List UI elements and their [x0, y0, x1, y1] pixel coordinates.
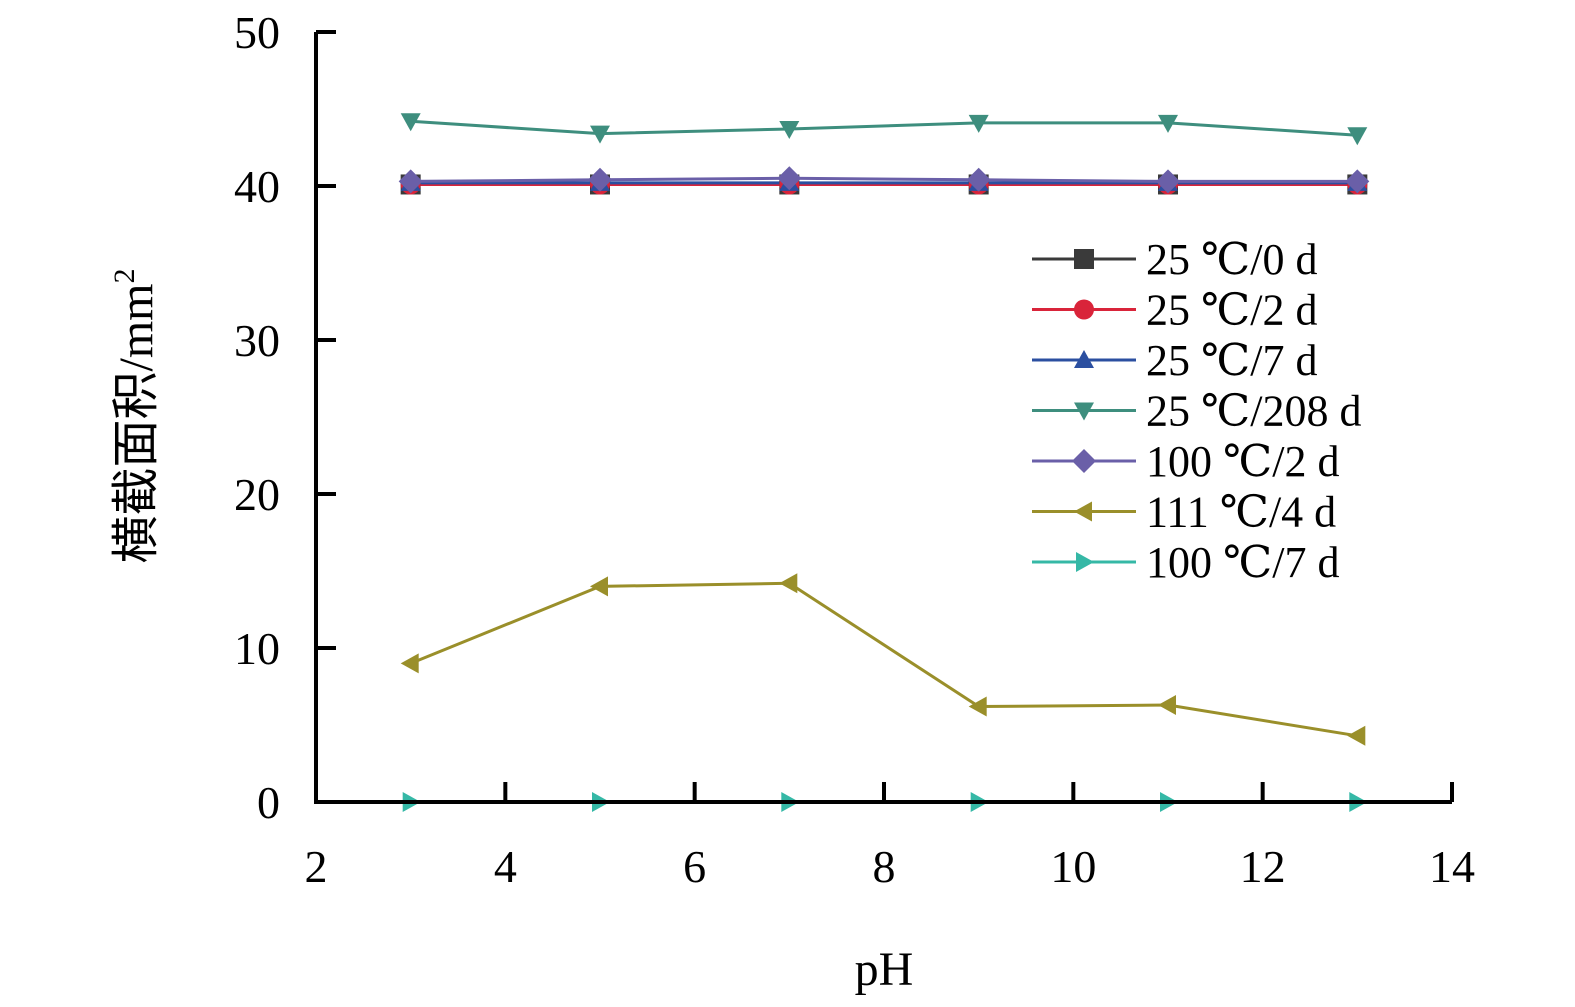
y-axis-ticks: 0 10 20 30 40 50: [234, 7, 336, 828]
legend-marker: [1076, 552, 1094, 572]
legend-item: 25 ℃/7 d: [1032, 336, 1317, 385]
y-tick-label: 10: [234, 623, 280, 674]
data-point-series-5: [777, 166, 802, 191]
data-point-series-4: [1347, 127, 1368, 146]
legend-item: 111 ℃/4 d: [1032, 488, 1336, 537]
y-tick-label: 30: [234, 315, 280, 366]
legend-label: 25 ℃/208 d: [1146, 387, 1361, 436]
legend-label: 25 ℃/0 d: [1146, 235, 1317, 284]
x-tick-label: 14: [1429, 841, 1475, 892]
legend-label: 111 ℃/4 d: [1146, 488, 1336, 537]
series-line-6: [410, 581, 1358, 738]
series-line-5: [410, 176, 1358, 183]
y-axis-title-text: 横截面积/mm: [110, 283, 163, 563]
legend-item: 100 ℃/7 d: [1032, 538, 1339, 587]
legend-label: 25 ℃/7 d: [1146, 336, 1317, 385]
data-point-series-6: [968, 696, 987, 717]
y-tick-label: 50: [234, 7, 280, 58]
legend-marker: [1074, 501, 1092, 522]
legend-item: 25 ℃/0 d: [1032, 235, 1317, 284]
data-point-series-4: [968, 114, 989, 133]
data-point-series-4: [779, 121, 800, 139]
legend-marker: [1072, 449, 1096, 473]
data-point-series-5: [966, 167, 991, 192]
data-point-series-6: [590, 576, 608, 597]
x-axis-ticks: 2 4 6 8 10 12 14: [305, 782, 1475, 892]
x-tick-label: 2: [305, 841, 328, 892]
x-tick-label: 4: [494, 841, 517, 892]
legend-marker: [1074, 350, 1094, 368]
data-point-series-6: [1158, 695, 1176, 715]
y-tick-label: 20: [234, 469, 280, 520]
data-point-series-5: [588, 167, 612, 192]
x-tick-label: 6: [683, 841, 706, 892]
legend-marker: [1074, 249, 1094, 269]
data-point-series-5: [1156, 169, 1180, 194]
data-point-series-4: [400, 113, 421, 132]
legend-label: 25 ℃/2 d: [1146, 286, 1317, 335]
y-tick-label: 0: [257, 777, 280, 828]
legend-item: 25 ℃/2 d: [1032, 286, 1317, 335]
data-point-series-5: [1345, 169, 1370, 194]
legend-label: 100 ℃/7 d: [1146, 538, 1339, 587]
series-line-4: [410, 119, 1358, 137]
x-tick-label: 12: [1240, 841, 1286, 892]
y-axis-title: 横截面积/mm2: [108, 268, 163, 563]
x-tick-label: 8: [873, 841, 896, 892]
x-axis-title: pH: [855, 943, 914, 996]
legend-item: 100 ℃/2 d: [1032, 437, 1339, 486]
legend-marker: [1074, 299, 1094, 320]
y-axis-title-superscript: 2: [108, 268, 141, 283]
y-tick-label: 40: [234, 161, 280, 212]
legend-label: 100 ℃/2 d: [1146, 437, 1339, 486]
data-point-series-5: [398, 169, 423, 194]
data-point-series-6: [779, 573, 798, 594]
data-point-series-6: [1347, 725, 1366, 746]
data-point-series-4: [1158, 114, 1178, 133]
legend-marker: [1074, 402, 1094, 421]
legend-item: 25 ℃/208 d: [1032, 387, 1361, 436]
x-tick-label: 10: [1050, 841, 1096, 892]
data-point-series-6: [400, 653, 419, 674]
data-point-series-4: [590, 125, 610, 144]
